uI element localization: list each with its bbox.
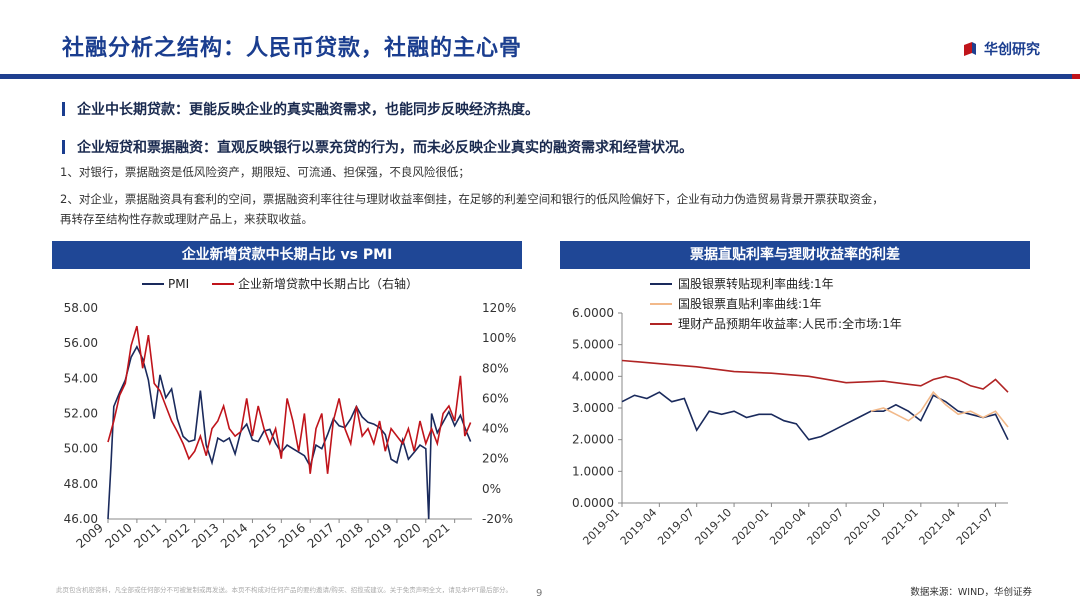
x-tick-label: 2019-04: [618, 506, 660, 548]
y-right-tick-label: 60%: [482, 391, 509, 405]
x-tick-label: 2013: [189, 521, 221, 551]
y-left-tick-label: 46.00: [64, 512, 98, 526]
chart-right-title: 票据直贴利率与理财收益率的利差: [560, 241, 1030, 269]
x-tick-label: 2014: [218, 521, 250, 551]
y-right-tick-label: 20%: [482, 452, 509, 466]
x-tick-label: 2020-10: [842, 506, 884, 548]
series-line-long-term-share: [107, 325, 472, 474]
footer-disclaimer: 此页包含机密资料，凡全部或任何部分不可被复制或再发送。本页不构成对任何产品的要约…: [56, 586, 512, 594]
bullet-short-term-bills: 企业短贷和票据融资：直观反映银行以票充贷的行为，而未必反映企业真实的融资需求和经…: [62, 137, 693, 157]
y-right-tick-label: 0%: [482, 482, 501, 496]
bullet-marker: [62, 102, 65, 116]
x-tick-label: 2019-01: [580, 506, 622, 548]
brand-logo: 华创研究: [962, 39, 1040, 59]
y-tick-label: 2.0000: [572, 433, 614, 447]
header-divider-accent: [1072, 74, 1080, 79]
series-line-pmi: [107, 344, 472, 520]
chart-right-spread: 6.0000 5.0000 4.0000 3.0000 2.0000 1.0000 0.00…: [572, 276, 1009, 548]
brand-logo-text: 华创研究: [984, 42, 1040, 58]
bullet-long-term-loans: 企业中长期贷款：更能反映企业的真实融资需求，也能同步反映经济热度。: [62, 99, 539, 119]
y-tick-label: 1.0000: [572, 464, 614, 478]
x-tick-label: 2019: [362, 521, 394, 551]
y-left-tick-label: 48.00: [64, 477, 98, 491]
x-tick-label: 2017: [305, 521, 337, 551]
y-tick-label: 6.0000: [572, 306, 614, 320]
x-tick-label: 2012: [160, 521, 192, 551]
legend-label: PMI: [168, 277, 189, 291]
legend-label: 理财产品预期年收益率:人民币:全市场:1年: [678, 316, 902, 331]
y-tick-label: 0.0000: [572, 496, 614, 510]
note-enterprises-cont: 再转存至结构性存款或理财产品上，来获取收益。: [60, 212, 313, 226]
y-left-tick-label: 50.00: [64, 442, 98, 456]
x-tick-label: 2019-07: [655, 506, 697, 548]
x-tick-label: 2016: [276, 521, 308, 551]
y-right-tick-label: 80%: [482, 361, 509, 375]
note-enterprises: 2、对企业，票据融资具有套利的空间，票据融资利率往往与理财收益率倒挂，在足够的利…: [60, 192, 884, 206]
y-right-tick-label: 100%: [482, 331, 516, 345]
bullet-text: 企业短贷和票据融资：直观反映银行以票充贷的行为，而未必反映企业真实的融资需求和经…: [77, 140, 693, 156]
brand-logo-icon: [964, 42, 976, 56]
x-tick-label: 2021-07: [954, 506, 996, 548]
x-tick-label: 2020: [391, 521, 423, 551]
y-tick-label: 4.0000: [572, 369, 614, 383]
x-tick-label: 2021-01: [879, 506, 921, 548]
x-tick-label: 2010: [102, 521, 134, 551]
x-tick-label: 2011: [131, 521, 163, 551]
x-tick-label: 2021-04: [917, 506, 959, 548]
bullet-marker: [62, 140, 65, 154]
y-tick-label: 3.0000: [572, 401, 614, 415]
y-left-tick-label: 52.00: [64, 407, 98, 421]
chart-left-pmi-vs-loans: 58.00 56.00 54.00 52.00 50.00 48.00 46.00 120% 1…: [64, 276, 517, 551]
y-right-tick-label: 120%: [482, 301, 516, 315]
y-tick-label: 5.0000: [572, 338, 614, 352]
series-line-transfer-discount: [621, 391, 1009, 441]
x-tick-label: 2020-01: [730, 506, 772, 548]
chart-left-title: 企业新增贷款中长期占比 vs PMI: [52, 241, 522, 269]
series-line-wealth-yield: [621, 359, 1009, 393]
header-divider: [0, 74, 1080, 79]
x-tick-label: 2019-10: [692, 506, 734, 548]
x-tick-label: 2018: [334, 521, 366, 551]
series-line-direct-discount: [870, 390, 1009, 428]
x-tick-label: 2015: [247, 521, 279, 551]
page-number: 9: [536, 588, 543, 599]
bullet-text: 企业中长期贷款：更能反映企业的真实融资需求，也能同步反映经济热度。: [77, 102, 539, 118]
y-left-tick-label: 56.00: [64, 336, 98, 350]
x-tick-label: 2021: [420, 521, 452, 551]
note-banks: 1、对银行，票据融资是低风险资产，期限短、可流通、担保强，不良风险很低；: [60, 165, 470, 179]
legend-label: 国股银票直贴利率曲线:1年: [678, 296, 822, 311]
x-tick-label: 2020-04: [767, 506, 809, 548]
y-right-tick-label: 40%: [482, 422, 509, 436]
y-left-tick-label: 54.00: [64, 371, 98, 385]
y-left-tick-label: 58.00: [64, 301, 98, 315]
y-right-tick-label: -20%: [482, 512, 513, 526]
data-source: 数据来源：WIND，华创证券: [910, 587, 1032, 598]
x-tick-label: 2020-07: [805, 506, 847, 548]
legend-label: 国股银票转贴现利率曲线:1年: [678, 276, 834, 291]
page-title: 社融分析之结构：人民币贷款，社融的主心骨: [62, 36, 523, 61]
legend-label: 企业新增贷款中长期占比（右轴）: [238, 276, 418, 291]
